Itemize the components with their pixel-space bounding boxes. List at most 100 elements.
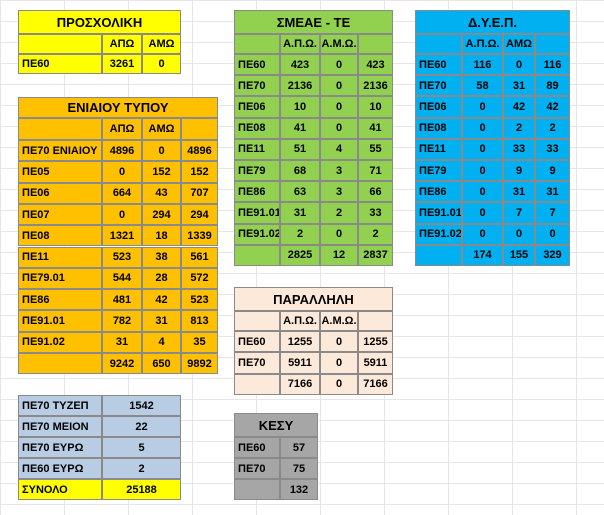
value-cell: 0 [462, 96, 503, 118]
value-cell: 116 [462, 54, 503, 76]
value-cell: 5911 [280, 352, 320, 374]
value-cell: 0 [462, 223, 503, 245]
row-label: ΠΕ70 [234, 75, 280, 97]
total-cell: 7166 [280, 373, 320, 395]
column-header: Α.Π.Ω. [462, 34, 503, 54]
total-cell: 132 [280, 479, 318, 500]
value-cell: 41 [358, 117, 393, 139]
value-cell: 707 [181, 182, 218, 204]
total-cell: 650 [142, 353, 181, 375]
row-label: ΠΕ60 [234, 331, 280, 353]
value-cell: 0 [462, 202, 503, 224]
value-cell: 2 [102, 458, 181, 479]
value-cell: 43 [142, 182, 181, 204]
column-header [234, 311, 280, 331]
value-cell: 0 [102, 161, 142, 183]
total-cell [234, 373, 280, 395]
column-header: ΑΜΩ [142, 34, 181, 54]
row-label: ΠΕ70 ΕΝΙΑΙΟΥ [18, 140, 102, 162]
value-cell: 31 [503, 75, 535, 97]
value-cell: 5911 [358, 352, 393, 374]
total-cell: 9892 [181, 353, 218, 375]
total-cell: 12 [320, 244, 358, 266]
total-cell: 9242 [102, 353, 142, 375]
total-cell [234, 244, 280, 266]
value-cell: 2 [320, 202, 358, 224]
value-cell: 481 [102, 289, 142, 311]
value-cell: 152 [142, 161, 181, 183]
row-label: ΠΕ70 [234, 458, 280, 479]
value-cell: 2 [280, 223, 320, 245]
value-cell: 3 [320, 160, 358, 182]
value-cell: 0 [503, 54, 535, 76]
row-label: ΠΕ91.02 [234, 223, 280, 245]
value-cell: 0 [320, 96, 358, 118]
column-header: ΑΜΩ [142, 118, 181, 140]
value-cell: 28 [142, 267, 181, 290]
row-label: ΠΕ91.01 [18, 310, 102, 332]
value-cell: 1255 [280, 331, 320, 353]
table-title: ΕΝΙΑΙΟΥ ΤΥΠΟΥ [18, 97, 218, 118]
row-label: ΠΕ06 [234, 96, 280, 118]
value-cell: 0 [320, 117, 358, 139]
table-title: ΠΡΟΣΧΟΛΙΚΗ [18, 10, 181, 34]
column-header [535, 34, 570, 54]
column-header [18, 34, 102, 54]
value-cell: 0 [503, 223, 535, 245]
row-label: ΠΕ79.01 [18, 267, 102, 290]
value-cell: 5 [102, 437, 181, 458]
table-title: ΚΕΣΥ [234, 413, 318, 437]
column-header [415, 34, 462, 54]
value-cell: 294 [181, 203, 218, 226]
column-header: Α.Π.Ω. [280, 34, 320, 54]
total-cell: 174 [462, 244, 503, 266]
column-header [18, 118, 102, 140]
row-label: ΠΕ11 [234, 138, 280, 160]
value-cell: 2 [503, 117, 535, 139]
value-cell: 116 [535, 54, 570, 76]
column-header: Α.Μ.Ω. [320, 34, 358, 54]
row-label: ΠΕ91.02 [415, 223, 462, 245]
value-cell: 2136 [358, 75, 393, 97]
value-cell: 0 [142, 54, 181, 74]
row-label: ΠΕ60 [234, 54, 280, 76]
row-label: ΠΕ70 ΕΥΡΩ [18, 437, 102, 458]
row-label: ΠΕ11 [18, 246, 102, 268]
value-cell: 22 [102, 416, 181, 437]
table-title: Δ.Υ.Ε.Π. [415, 10, 570, 34]
value-cell: 10 [358, 96, 393, 118]
column-header [234, 34, 280, 54]
row-label: ΠΕ60 [415, 54, 462, 76]
value-cell: 38 [142, 246, 181, 268]
total-cell [415, 244, 462, 266]
row-label: ΠΕ07 [18, 203, 102, 226]
value-cell: 41 [280, 117, 320, 139]
value-cell: 51 [280, 138, 320, 160]
row-label: ΠΕ79 [234, 160, 280, 182]
row-label: ΠΕ86 [18, 289, 102, 311]
row-label: ΠΕ60 [234, 437, 280, 458]
value-cell: 18 [142, 225, 181, 247]
total-cell: 0 [320, 373, 358, 395]
row-label: ΠΕ70 [415, 75, 462, 97]
row-label: ΠΕ11 [415, 138, 462, 160]
value-cell: 75 [280, 458, 318, 479]
row-label: ΠΕ79 [415, 160, 462, 182]
value-cell: 55 [358, 138, 393, 160]
value-cell: 813 [181, 310, 218, 332]
row-label: ΠΕ86 [415, 181, 462, 203]
value-cell: 25188 [102, 479, 181, 500]
value-cell: 31 [535, 181, 570, 203]
value-cell: 572 [181, 267, 218, 290]
value-cell: 0 [320, 75, 358, 97]
value-cell: 71 [358, 160, 393, 182]
value-cell: 42 [535, 96, 570, 118]
row-label: ΠΕ06 [415, 96, 462, 118]
value-cell: 0 [142, 140, 181, 162]
row-label: ΠΕ05 [18, 161, 102, 183]
row-label: ΠΕ06 [18, 182, 102, 204]
value-cell: 42 [503, 96, 535, 118]
value-cell: 0 [320, 352, 358, 374]
value-cell: 31 [280, 202, 320, 224]
value-cell: 58 [462, 75, 503, 97]
